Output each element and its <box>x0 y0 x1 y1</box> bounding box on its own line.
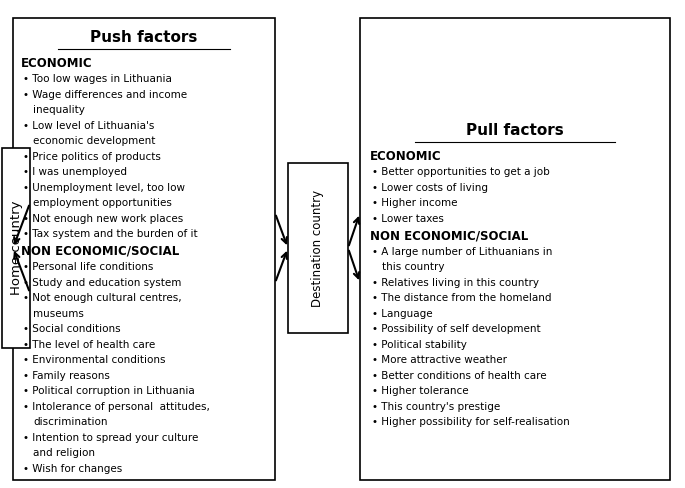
Text: • Lower costs of living: • Lower costs of living <box>372 183 488 193</box>
Text: • Not enough new work places: • Not enough new work places <box>23 214 184 224</box>
Text: • Possibility of self development: • Possibility of self development <box>372 325 540 334</box>
FancyBboxPatch shape <box>288 163 348 333</box>
Text: • Social conditions: • Social conditions <box>23 325 121 334</box>
Text: ECONOMIC: ECONOMIC <box>21 57 92 70</box>
Text: • Language: • Language <box>372 309 433 319</box>
Text: • Lower taxes: • Lower taxes <box>372 214 444 224</box>
Text: economic development: economic development <box>33 137 155 146</box>
Text: inequality: inequality <box>33 105 85 116</box>
Text: • Wish for changes: • Wish for changes <box>23 464 122 474</box>
Text: Push factors: Push factors <box>90 30 198 45</box>
Text: • Better conditions of health care: • Better conditions of health care <box>372 371 547 381</box>
FancyBboxPatch shape <box>360 18 670 480</box>
Text: ECONOMIC: ECONOMIC <box>370 150 442 163</box>
Text: NON ECONOMIC/SOCIAL: NON ECONOMIC/SOCIAL <box>21 245 179 258</box>
Text: • A large number of Lithuanians in: • A large number of Lithuanians in <box>372 247 552 257</box>
Text: • Political corruption in Lithuania: • Political corruption in Lithuania <box>23 386 195 396</box>
Text: • Higher possibility for self-realisation: • Higher possibility for self-realisatio… <box>372 418 570 427</box>
Text: • Personal life conditions: • Personal life conditions <box>23 263 153 272</box>
Text: • Relatives living in this country: • Relatives living in this country <box>372 278 539 288</box>
Text: • Price politics of products: • Price politics of products <box>23 152 161 162</box>
Text: • Better opportunities to get a job: • Better opportunities to get a job <box>372 167 550 178</box>
FancyBboxPatch shape <box>13 18 275 480</box>
Text: • Wage differences and income: • Wage differences and income <box>23 90 187 100</box>
Text: Home country: Home country <box>10 201 23 295</box>
Text: • Not enough cultural centres,: • Not enough cultural centres, <box>23 293 182 304</box>
Text: NON ECONOMIC/SOCIAL: NON ECONOMIC/SOCIAL <box>370 229 528 243</box>
Text: and religion: and religion <box>33 448 95 459</box>
Text: • Study and education system: • Study and education system <box>23 278 182 288</box>
Text: employment opportunities: employment opportunities <box>33 199 172 208</box>
FancyBboxPatch shape <box>2 148 30 348</box>
Text: • Too low wages in Lithuania: • Too low wages in Lithuania <box>23 75 172 84</box>
Text: • Political stability: • Political stability <box>372 340 467 350</box>
Text: • Environmental conditions: • Environmental conditions <box>23 355 166 366</box>
Text: Destination country: Destination country <box>312 189 325 306</box>
Text: • Family reasons: • Family reasons <box>23 371 110 381</box>
Text: • Higher income: • Higher income <box>372 199 458 208</box>
Text: museums: museums <box>33 309 84 319</box>
Text: • Higher tolerance: • Higher tolerance <box>372 386 469 396</box>
Text: • Low level of Lithuania's: • Low level of Lithuania's <box>23 121 154 131</box>
Text: this country: this country <box>382 263 445 272</box>
Text: • More attractive weather: • More attractive weather <box>372 355 507 366</box>
Text: • Unemployment level, too low: • Unemployment level, too low <box>23 183 185 193</box>
Text: Pull factors: Pull factors <box>466 123 564 138</box>
Text: • Tax system and the burden of it: • Tax system and the burden of it <box>23 229 198 240</box>
Text: • Intolerance of personal  attitudes,: • Intolerance of personal attitudes, <box>23 402 210 412</box>
Text: • The level of health care: • The level of health care <box>23 340 155 350</box>
Text: • Intention to spread your culture: • Intention to spread your culture <box>23 433 199 443</box>
Text: • This country's prestige: • This country's prestige <box>372 402 500 412</box>
Text: discrimination: discrimination <box>33 418 108 427</box>
Text: • The distance from the homeland: • The distance from the homeland <box>372 293 551 304</box>
Text: • I was unemployed: • I was unemployed <box>23 167 127 178</box>
